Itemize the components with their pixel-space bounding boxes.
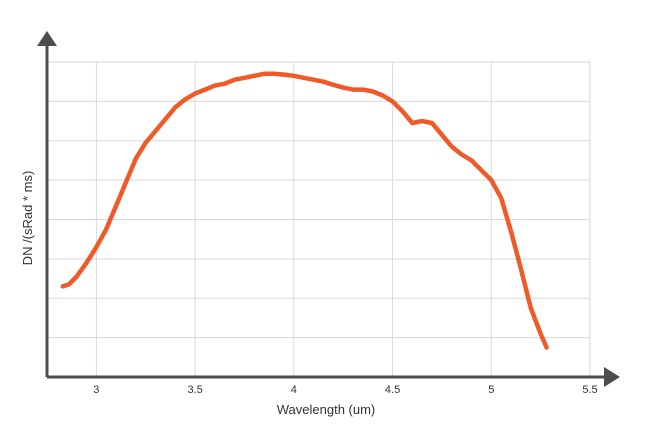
x-axis-arrow [604,367,620,387]
x-tick-labels: 3 3.5 4 4.5 5 5.5 [93,384,597,396]
x-axis-title: Wavelength (um) [277,402,376,417]
axes [37,31,620,387]
series-line-0 [60,71,549,350]
grid [47,61,591,377]
y-axis-title: DN /(sRad * ms) [20,171,35,266]
x-tick-label: 3 [93,384,99,396]
y-axis-arrow [37,31,57,46]
x-tick-label: 5.5 [582,384,597,396]
x-tick-label: 4 [291,384,297,396]
series-group [60,71,549,350]
x-tick-label: 5 [488,384,494,396]
x-tick-label: 3.5 [187,384,202,396]
x-tick-label: 4.5 [385,384,400,396]
